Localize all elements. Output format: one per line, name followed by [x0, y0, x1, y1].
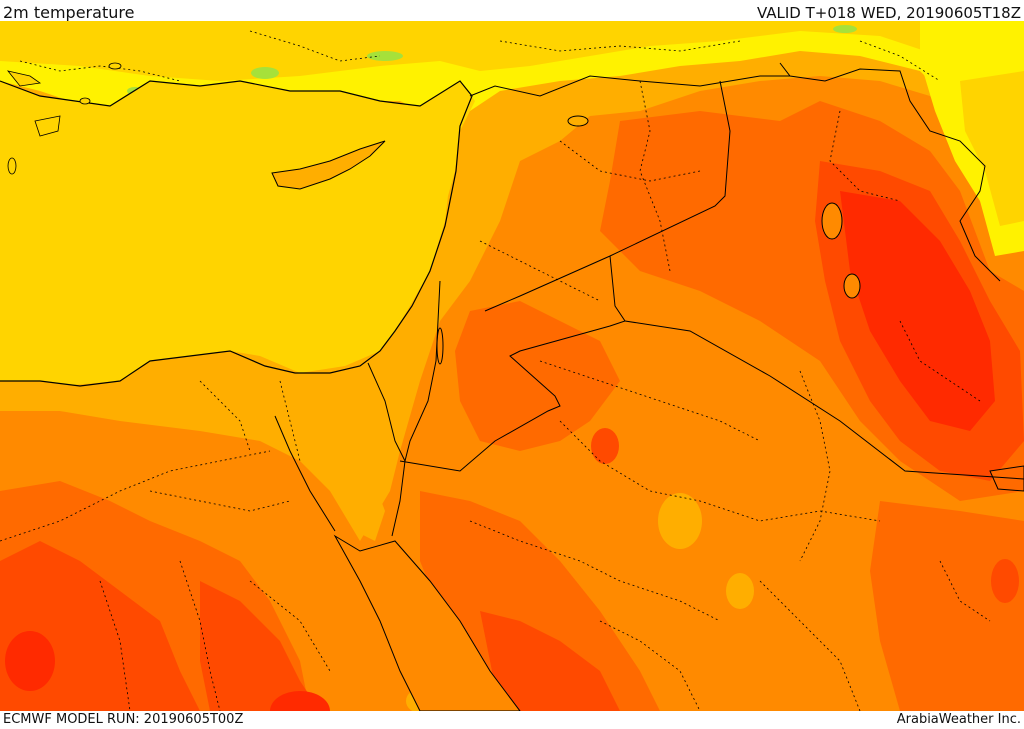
- border-turkey-syria: [469, 75, 790, 97]
- lake-tharthar: [821, 202, 843, 240]
- border-jordan: [399, 255, 626, 472]
- red-sea: [333, 534, 521, 711]
- border-syria-iraq: [779, 62, 1001, 282]
- field-gold-northeast: [960, 71, 1024, 226]
- model-run-label: ECMWF MODEL RUN: 20190605T00Z: [3, 712, 244, 727]
- border-egypt-israel: [367, 362, 406, 462]
- field-red-orange-africa: [200, 581, 320, 711]
- temperature-map: [0, 21, 1024, 711]
- credit-label: ArabiaWeather Inc.: [896, 712, 1021, 727]
- field-red-speck: [991, 559, 1019, 603]
- field-dark-orange-jordan: [455, 301, 620, 451]
- gulf-of-aqaba: [391, 460, 406, 537]
- border-iraq-saudi: [624, 320, 1024, 480]
- valid-time-label: VALID T+018 WED, 20190605T18Z: [756, 4, 1021, 22]
- map-canvas: [0, 21, 1024, 711]
- field-amber-pocket: [658, 493, 702, 549]
- lake-razzaza: [843, 273, 861, 299]
- lake-assad: [567, 115, 589, 127]
- field-gold-north: [0, 21, 1024, 81]
- persian-gulf: [989, 465, 1024, 492]
- coastline-levant: [0, 80, 473, 387]
- field-green-speck: [367, 51, 403, 61]
- field-amber-egypt: [0, 356, 395, 501]
- border-jordan-valley: [404, 280, 441, 462]
- field-red-speck: [270, 691, 330, 711]
- footer-bar: ECMWF MODEL RUN: 20190605T00Z ArabiaWeat…: [0, 711, 1024, 729]
- province-borders: [0, 30, 991, 711]
- gulf-of-suez: [274, 415, 336, 532]
- dead-sea: [436, 327, 444, 365]
- cyprus-island: [271, 140, 386, 190]
- field-red-orange-south: [480, 611, 620, 711]
- field-dark-orange-east: [870, 501, 1024, 711]
- field-amber-sinai-pocket: [345, 461, 385, 541]
- field-amber-pocket: [726, 573, 754, 609]
- aegean-islands: [6, 62, 122, 175]
- chart-title: 2m temperature: [3, 3, 135, 22]
- field-red-speck: [591, 428, 619, 464]
- field-green-speck: [251, 67, 279, 79]
- field-green-speck: [833, 25, 857, 33]
- header-bar: 2m temperature VALID T+018 WED, 20190605…: [0, 0, 1024, 22]
- border-syria-iraq-south: [484, 80, 731, 312]
- field-red-speck: [5, 631, 55, 691]
- field-red-iraq: [840, 191, 995, 431]
